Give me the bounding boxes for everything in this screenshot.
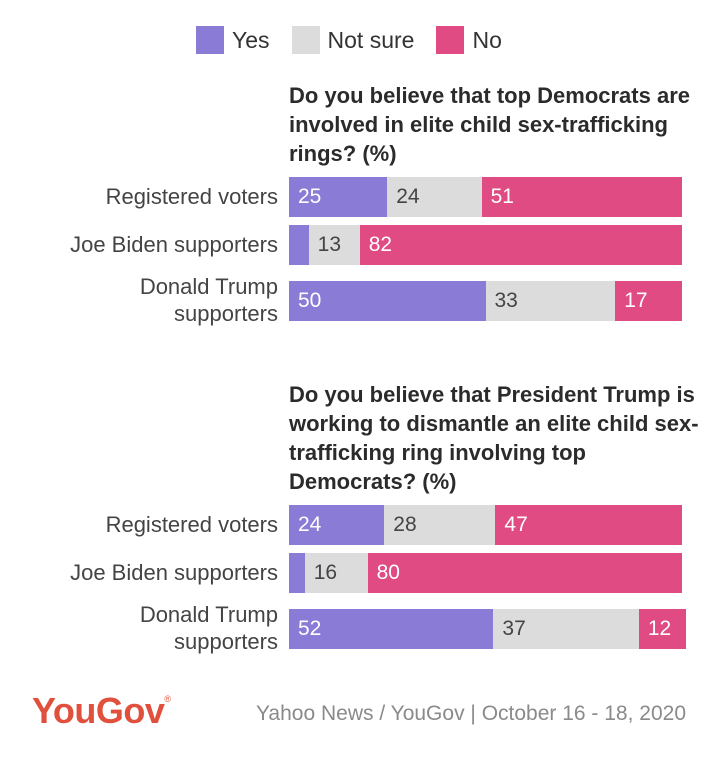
chart-1-bar-yes-row-0: 25	[289, 177, 388, 217]
legend-swatch-not-sure	[291, 26, 320, 54]
chart-2-bar-no-row-2: 12	[638, 609, 686, 649]
legend: Yes Not sure No	[196, 26, 524, 54]
chart-1-row-label-trump-line1: Donald Trump	[139, 274, 278, 299]
chart-1-row-label-biden: Joe Biden supporters	[70, 232, 278, 257]
chart-1-row-label-trump: Donald Trump supporters	[8, 273, 278, 327]
legend-label-no: No	[472, 26, 502, 53]
chart-1-row-label-trump-line2: supporters	[174, 301, 278, 326]
chart-1-data-label-no-row-2: 17	[624, 289, 648, 312]
chart-1-data-label-no-row-0: 51	[490, 185, 514, 208]
chart-2-bar-not-sure-row-2: 37	[493, 609, 639, 649]
chart-2-bar-no-row-1: 80	[367, 553, 682, 593]
legend-label-yes: Yes	[232, 26, 270, 53]
chart-2-bar-row-2: 52 37 12	[289, 609, 686, 649]
chart-2-title: Do you believe that President Trump is w…	[289, 382, 699, 494]
legend-label-not-sure: Not sure	[327, 26, 415, 53]
source-note: Yahoo News / YouGov | October 16 - 18, 2…	[255, 702, 686, 725]
chart-1-bar-no-row-1: 82	[359, 225, 682, 265]
chart-1-bar-no-row-2: 17	[615, 281, 682, 321]
yougov-logo: YouGov®	[32, 690, 171, 732]
chart-1-row-label-registered: Registered voters	[105, 184, 278, 209]
chart-1-bar-yes-row-1	[289, 225, 309, 265]
chart-1-data-label-yes-row-0: 25	[298, 185, 322, 208]
chart-2-data-label-not-sure-row-2: 37	[502, 617, 526, 640]
chart-2-row-label-registered: Registered voters	[105, 512, 278, 537]
yougov-logo-mark: ®	[164, 694, 171, 704]
legend-swatch-yes	[196, 26, 224, 54]
chart-2-data-label-no-row-0: 47	[504, 513, 528, 536]
chart-2-data-label-not-sure-row-1: 16	[313, 561, 338, 584]
chart-1-bar-row-2: 50 33 17	[289, 281, 682, 321]
legend-item-not-sure: Not sure	[291, 26, 415, 54]
chart-1-title: Do you believe that top Democrats are in…	[289, 83, 690, 166]
legend-item-no: No	[436, 26, 502, 54]
chart-1-bar-not-sure-row-1: 13	[308, 225, 360, 265]
chart-1-data-label-not-sure-row-0: 24	[396, 185, 420, 208]
legend-item-yes: Yes	[196, 26, 270, 54]
chart-2-row-label-trump: Donald Trump supporters	[8, 601, 278, 655]
chart-1-data-label-yes-row-2: 50	[298, 289, 322, 312]
chart-1-data-label-not-sure-row-2: 33	[494, 289, 518, 312]
chart-1-data-label-not-sure-row-1: 13	[317, 233, 341, 256]
chart-2-bar-not-sure-row-0: 28	[384, 505, 496, 545]
chart-2-row-label-trump-line1: Donald Trump	[139, 602, 278, 627]
chart-1-bar-row-1: 13 82	[289, 225, 682, 265]
chart-2-bar-no-row-0: 47	[495, 505, 682, 545]
chart-2-data-label-no-row-1: 80	[376, 561, 400, 584]
chart-1-bar-not-sure-row-0: 24	[387, 177, 482, 217]
chart-2-bar-yes-row-2: 52	[289, 609, 494, 649]
chart-2-row-label-biden: Joe Biden supporters	[70, 560, 278, 585]
chart-2-bar-yes-row-1	[289, 553, 305, 593]
chart-2-data-label-not-sure-row-0: 28	[393, 513, 417, 536]
chart-1-bar-no-row-0: 51	[481, 177, 682, 217]
chart-2-bar-row-1: 16 80	[289, 553, 682, 593]
chart-2-row-label-trump-line2: supporters	[174, 629, 278, 654]
chart-2-bar-not-sure-row-1: 16	[304, 553, 368, 593]
legend-swatch-no	[436, 26, 465, 54]
yougov-logo-text: YouGov	[32, 690, 165, 731]
chart-1-bar-row-0: 25 24 51	[289, 177, 682, 217]
chart-2-data-label-yes-row-0: 24	[298, 513, 322, 536]
chart-2-data-label-no-row-2: 12	[647, 617, 672, 640]
chart-1-bar-not-sure-row-2: 33	[485, 281, 616, 321]
chart-2-data-label-yes-row-2: 52	[298, 617, 322, 640]
chart-1-data-label-no-row-1: 82	[368, 233, 393, 256]
chart-2-bar-yes-row-0: 24	[289, 505, 385, 545]
chart-1-bar-yes-row-2: 50	[289, 281, 486, 321]
chart-2-bar-row-0: 24 28 47	[289, 505, 682, 545]
